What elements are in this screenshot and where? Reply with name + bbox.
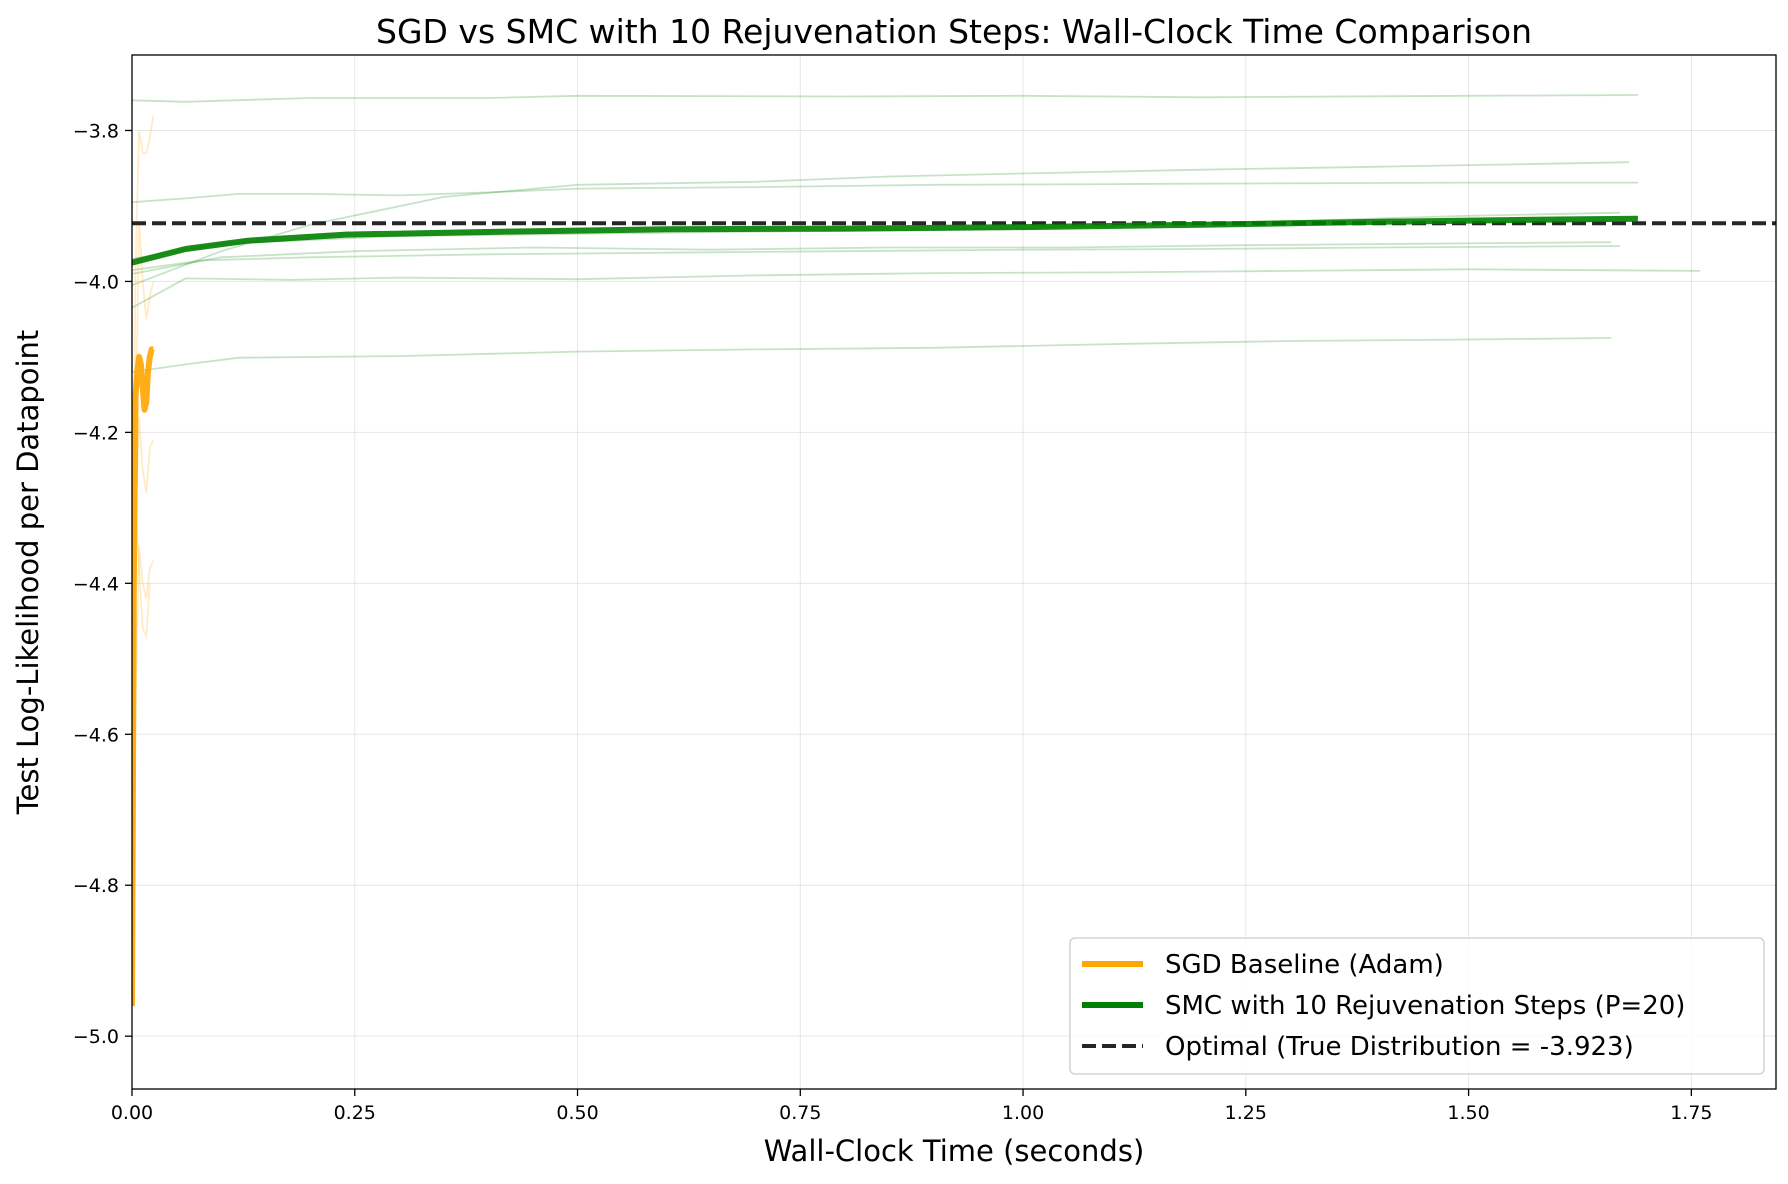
smc-run-line [132, 268, 1701, 309]
x-tick-label: 1.00 [1002, 1102, 1044, 1124]
sgd-mean-line [132, 346, 155, 1007]
x-tick-label: 1.75 [1670, 1102, 1712, 1124]
series [132, 215, 1776, 1007]
legend-label-smc: SMC with 10 Rejuvenation Steps (P=20) [1165, 991, 1685, 1021]
smc-run-line [132, 245, 1621, 271]
x-tick-label: 1.25 [1225, 1102, 1267, 1124]
sgd-run-line [132, 115, 155, 622]
smc-run-line [132, 241, 1612, 275]
y-tick-label: −4.8 [73, 875, 119, 897]
x-axis-label: Wall-Clock Time (seconds) [764, 1134, 1145, 1168]
axis-ticks: 0.00 0.25 0.50 0.75 1.00 1.25 1.50 1.75 −5.0 −4.8… [73, 120, 1713, 1124]
y-tick-label: −4.6 [73, 724, 119, 746]
x-tick-label: 0.00 [111, 1102, 153, 1124]
smc-run-line [132, 94, 1638, 103]
x-tick-label: 1.50 [1447, 1102, 1489, 1124]
y-tick-label: −4.4 [73, 573, 119, 595]
y-tick-label: −4.0 [73, 271, 119, 293]
x-tick-label: 0.75 [779, 1102, 821, 1124]
smc-run-line [132, 181, 1638, 204]
smc-run-line [132, 337, 1612, 373]
legend: SGD Baseline (Adam) SMC with 10 Rejuvena… [1069, 937, 1765, 1075]
y-tick-label: −5.0 [73, 1026, 119, 1048]
legend-label-optimal: Optimal (True Distribution = -3.923) [1165, 1032, 1634, 1062]
smc-run-line [132, 161, 1630, 287]
smc-mean-line [132, 215, 1638, 266]
y-axis-label: Test Log-Likelihood per Datapoint [11, 330, 45, 816]
y-tick-label: −3.8 [73, 120, 119, 142]
grid [131, 55, 1776, 1089]
y-tick-label: −4.2 [73, 422, 119, 444]
x-tick-label: 0.50 [556, 1102, 598, 1124]
legend-label-sgd: SGD Baseline (Adam) [1165, 950, 1444, 980]
plot-frame [131, 54, 1777, 1090]
x-tick-label: 0.25 [334, 1102, 376, 1124]
legend-box [1069, 937, 1765, 1075]
chart-title: SGD vs SMC with 10 Rejuvenation Steps: W… [376, 12, 1532, 51]
